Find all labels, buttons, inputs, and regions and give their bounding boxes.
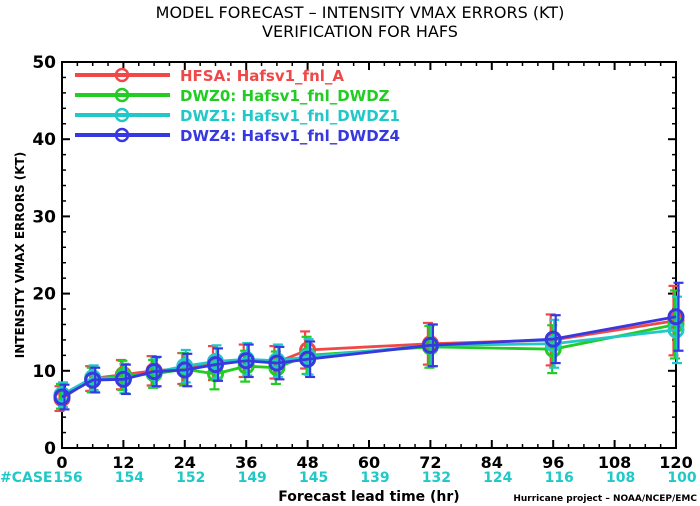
data-point	[176, 361, 194, 379]
case-count: 132	[422, 470, 451, 486]
case-count: 156	[53, 470, 82, 486]
x-axis-label: Forecast lead time (hr)	[278, 489, 459, 505]
x-tick-label: 12	[112, 453, 134, 472]
y-axis-label: INTENSITY VMAX ERRORS (KT)	[13, 152, 27, 358]
x-tick-label: 120	[659, 453, 692, 472]
y-tick-label: 0	[44, 439, 56, 459]
x-tick-label: 24	[174, 453, 196, 472]
chart-title: MODEL FORECAST – INTENSITY VMAX ERRORS (…	[156, 3, 565, 22]
legend-swatch-marker	[114, 107, 130, 123]
x-tick-label: 0	[56, 453, 67, 472]
series-1	[53, 289, 685, 410]
case-count: 149	[238, 470, 267, 486]
data-point	[145, 363, 163, 381]
y-tick-label: 40	[32, 130, 56, 150]
data-point	[421, 336, 439, 354]
case-count: 124	[483, 470, 512, 486]
x-tick-label: 48	[296, 453, 318, 472]
case-count: 139	[360, 470, 389, 486]
legend-entry: DWZ0: Hafsv1_fnl_DWDZ	[75, 87, 390, 105]
legend-entry: DWZ1: Hafsv1_fnl_DWDZ1	[75, 107, 400, 125]
case-count: 116	[545, 470, 574, 486]
legend-label: HFSA: Hafsv1_fnl_A	[180, 67, 344, 85]
legend-swatch-marker	[114, 67, 130, 83]
y-tick-label: 20	[32, 285, 56, 305]
case-count-label: #CASE	[0, 470, 53, 486]
x-tick-label: 84	[481, 453, 503, 472]
x-tick-label: 72	[419, 453, 441, 472]
case-count: 152	[176, 470, 205, 486]
series-0	[53, 284, 685, 413]
legend-label: DWZ0: Hafsv1_fnl_DWDZ	[180, 87, 390, 105]
data-point	[237, 352, 255, 370]
x-tick-label: 60	[358, 453, 380, 472]
data-point	[53, 388, 71, 406]
data-point	[667, 308, 685, 326]
legend-entry: DWZ4: Hafsv1_fnl_DWDZ4	[75, 127, 400, 145]
legend-swatch-marker	[114, 87, 130, 103]
data-point	[544, 330, 562, 348]
chart-subtitle: VERIFICATION FOR HAFS	[262, 22, 458, 41]
data-point	[268, 354, 286, 372]
x-tick-label: 96	[542, 453, 564, 472]
data-point	[114, 370, 132, 388]
data-point	[84, 371, 102, 389]
x-tick-label: 36	[235, 453, 257, 472]
legend-label: DWZ4: Hafsv1_fnl_DWDZ4	[180, 127, 400, 145]
legend-swatch-marker	[114, 127, 130, 143]
legend-entry: HFSA: Hafsv1_fnl_A	[75, 67, 344, 85]
data-point	[299, 350, 317, 368]
y-tick-label: 30	[32, 207, 56, 227]
case-count: 108	[606, 470, 635, 486]
case-count: 145	[299, 470, 328, 486]
case-count: 100	[667, 470, 696, 486]
y-tick-label: 50	[32, 53, 56, 73]
credit-label: Hurricane project – NOAA/NCEP/EMC	[513, 494, 697, 504]
y-tick-label: 10	[32, 362, 56, 382]
x-tick-label: 108	[598, 453, 631, 472]
series-line	[61, 315, 677, 399]
data-point	[207, 356, 224, 374]
legend-label: DWZ1: Hafsv1_fnl_DWDZ1	[180, 107, 400, 125]
series-3	[53, 281, 685, 411]
case-count: 154	[115, 470, 144, 486]
